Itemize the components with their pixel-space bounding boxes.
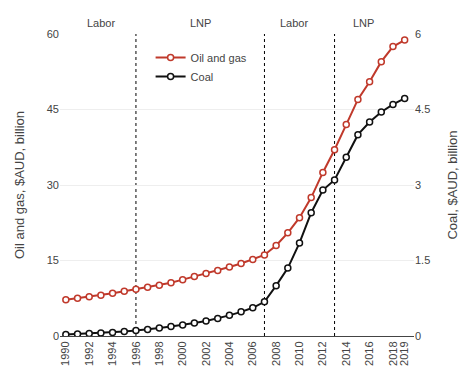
svg-text:0: 0 bbox=[53, 330, 59, 342]
svg-text:15: 15 bbox=[47, 254, 59, 266]
svg-text:2014: 2014 bbox=[340, 341, 352, 365]
svg-text:2010: 2010 bbox=[293, 341, 305, 365]
svg-text:1990: 1990 bbox=[59, 341, 71, 365]
svg-text:0: 0 bbox=[415, 330, 421, 342]
svg-text:1.5: 1.5 bbox=[415, 254, 430, 266]
svg-text:4.5: 4.5 bbox=[415, 103, 430, 115]
svg-text:2004: 2004 bbox=[223, 341, 235, 365]
svg-text:30: 30 bbox=[47, 179, 59, 191]
svg-text:Labor: Labor bbox=[280, 17, 308, 29]
svg-text:Labor: Labor bbox=[87, 17, 115, 29]
svg-text:2019: 2019 bbox=[398, 341, 410, 365]
svg-text:LNP: LNP bbox=[190, 17, 211, 29]
svg-text:3: 3 bbox=[415, 179, 421, 191]
svg-text:1992: 1992 bbox=[83, 341, 95, 365]
svg-text:1998: 1998 bbox=[153, 341, 165, 365]
svg-text:45: 45 bbox=[47, 103, 59, 115]
svg-text:2002: 2002 bbox=[200, 341, 212, 365]
svg-text:Coal: Coal bbox=[191, 71, 214, 83]
svg-text:2008: 2008 bbox=[270, 341, 282, 365]
svg-text:2006: 2006 bbox=[246, 341, 258, 365]
svg-text:1994: 1994 bbox=[106, 341, 118, 365]
svg-text:2012: 2012 bbox=[316, 341, 328, 365]
svg-text:6: 6 bbox=[415, 28, 421, 40]
svg-text:Oil and gas, $AUD, billion: Oil and gas, $AUD, billion bbox=[12, 111, 27, 259]
svg-text:Coal, $AUD, billion: Coal, $AUD, billion bbox=[445, 130, 460, 239]
svg-text:LNP: LNP bbox=[353, 17, 374, 29]
svg-text:Oil and gas: Oil and gas bbox=[191, 52, 247, 64]
svg-text:2018: 2018 bbox=[387, 341, 399, 365]
svg-text:1996: 1996 bbox=[130, 341, 142, 365]
svg-text:2000: 2000 bbox=[176, 341, 188, 365]
svg-text:2016: 2016 bbox=[363, 341, 375, 365]
svg-text:60: 60 bbox=[47, 28, 59, 40]
